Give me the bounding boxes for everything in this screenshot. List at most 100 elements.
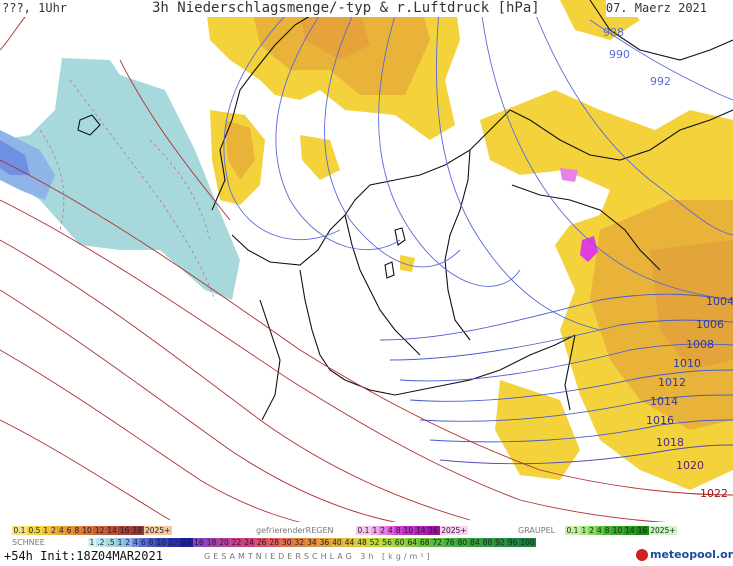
isobar-label: 1012 — [658, 376, 686, 389]
legend-swatch: 16 — [118, 526, 131, 535]
legend-swatch: 30 — [280, 538, 294, 547]
legend-swatch: 92 — [493, 538, 507, 547]
rain-legend: 0.1 0.5 1 2 4 6 8 10 12 14 16 18 2025+ — [12, 526, 172, 535]
coastlines — [77, 0, 733, 421]
legend-swatch: 6 — [65, 526, 73, 535]
legend-swatch: 18 — [130, 526, 144, 535]
init-time: +54h Init:18Z04MAR2021 — [4, 549, 163, 563]
forecast-date: 07. Maerz 2021 — [605, 0, 707, 17]
isobar-label: 1022 — [700, 487, 728, 500]
legend-swatch: 68 — [418, 538, 432, 547]
graupel-legend: 0.1 1 2 4 8 10 14 16 2025+ — [565, 526, 678, 535]
legend-swatch: 28 — [267, 538, 281, 547]
legend-swatch: 40 — [330, 538, 344, 547]
legend-swatch: 14 — [105, 526, 119, 535]
legend-swatch: 10 — [155, 538, 168, 547]
legend-swatch: 10 — [80, 526, 94, 535]
legend-swatch: 0.5 — [26, 526, 42, 535]
legend-swatch: 16 — [427, 526, 440, 535]
legend-swatch: 2025+ — [143, 526, 172, 535]
legend-swatch: 1 — [88, 538, 96, 547]
total-precip-label: GESAMTNIEDERSCHLAG 3h [kg/m²] — [204, 552, 433, 561]
legend-swatch: 36 — [318, 538, 331, 547]
legend-swatch: 6 — [139, 538, 148, 547]
legend-swatch: .5 — [105, 538, 117, 547]
legend-swatch: 96 — [506, 538, 519, 547]
isobar-label: 1020 — [676, 459, 704, 472]
isobar-label: 1004 — [706, 295, 733, 308]
legend-swatch: 4 — [131, 538, 140, 547]
legend-swatch: 52 — [368, 538, 381, 547]
dashed-lines — [39, 79, 216, 301]
legend-swatch: 4 — [595, 526, 604, 535]
graupel-label: GRAUPEL — [518, 526, 556, 535]
isobar-label: 1008 — [686, 338, 714, 351]
legend-swatch: 2 — [49, 526, 58, 535]
legend-swatch: 18 — [205, 538, 218, 547]
legend-swatch: 64 — [405, 538, 419, 547]
freezing-rain-legend: 0.1 1 2 4 8 10 14 16 2025+ — [356, 526, 469, 535]
legend-swatch: 12 — [167, 538, 181, 547]
legend-swatch: 2025+ — [648, 526, 678, 535]
legend-swatch: 2 — [587, 526, 596, 535]
isobar-label: 990 — [609, 48, 630, 61]
map-title: 3h Niederschlagsmenge/-typ & r.Luftdruck… — [152, 0, 540, 17]
legend-swatch: 32 — [293, 538, 306, 547]
header-left-label: ???, 1Uhr — [2, 0, 68, 17]
legend-swatch: 2025+ — [439, 526, 469, 535]
legend-swatch: 4 — [386, 526, 395, 535]
legend-swatch: 2 — [378, 526, 387, 535]
isobars — [0, 0, 733, 531]
legend-swatch: 10 — [402, 526, 415, 535]
legend-swatch: 8 — [394, 526, 403, 535]
legend-swatch: 16 — [636, 526, 649, 535]
isobar-label: 988 — [603, 26, 624, 39]
legend-swatch: 76 — [443, 538, 457, 547]
legend-swatch: 0.1 — [12, 526, 27, 535]
legend-swatch: 1 — [579, 526, 588, 535]
isobar-label: 1006 — [696, 318, 724, 331]
isobar-label: 1010 — [673, 357, 701, 370]
legend-swatch: 0.1 — [565, 526, 580, 535]
legend-swatch: .2 — [95, 538, 106, 547]
legend-swatch: 44 — [343, 538, 356, 547]
legend-swatch: 84 — [468, 538, 482, 547]
brand-logo-icon — [636, 549, 648, 561]
legend-swatch: 34 — [305, 538, 319, 547]
legend-swatch: 22 — [230, 538, 243, 547]
legend-swatch: 10 — [611, 526, 624, 535]
legend-swatch: 12 — [93, 526, 106, 535]
legend-swatch: 1 — [116, 538, 124, 547]
legend-swatch: 14 — [623, 526, 637, 535]
legend-swatch: 14 — [414, 526, 428, 535]
legend-swatch: 8 — [603, 526, 612, 535]
legend-swatch: 80 — [456, 538, 469, 547]
legend-swatch: 0.1 — [356, 526, 371, 535]
legend-swatch: 72 — [431, 538, 444, 547]
snow-label: SCHNEE — [12, 538, 45, 547]
isobar-label: 1014 — [650, 395, 678, 408]
snow-area — [0, 58, 240, 300]
brand-name[interactable]: meteopool.org — [650, 548, 733, 561]
legend-swatch: 100 — [518, 538, 537, 547]
legend-swatch: 8 — [73, 526, 81, 535]
legend-swatch: 4 — [57, 526, 66, 535]
legend-swatch: 16 — [192, 538, 206, 547]
legend-swatch: 56 — [380, 538, 394, 547]
legend-swatch: 48 — [355, 538, 369, 547]
freezing-rain-spots — [560, 168, 598, 262]
legend-swatch: 1 — [370, 526, 379, 535]
isobar-label: 1016 — [646, 414, 674, 427]
isobar-label: 992 — [650, 75, 671, 88]
legend-swatch: 2 — [123, 538, 132, 547]
legend-swatch: 8 — [147, 538, 155, 547]
legend-swatch: 20 — [217, 538, 231, 547]
legend-swatch: 26 — [255, 538, 268, 547]
legend-swatch: 14 — [180, 538, 193, 547]
snow-legend: 1.2.5 1 2 4 6 8 10 12 14 16 18 20 22 24 26 28 30 32 34 36 40… — [88, 538, 537, 547]
legend-swatch: 24 — [242, 538, 256, 547]
legend-swatch: 1 — [41, 526, 50, 535]
legend-swatch: 60 — [393, 538, 406, 547]
